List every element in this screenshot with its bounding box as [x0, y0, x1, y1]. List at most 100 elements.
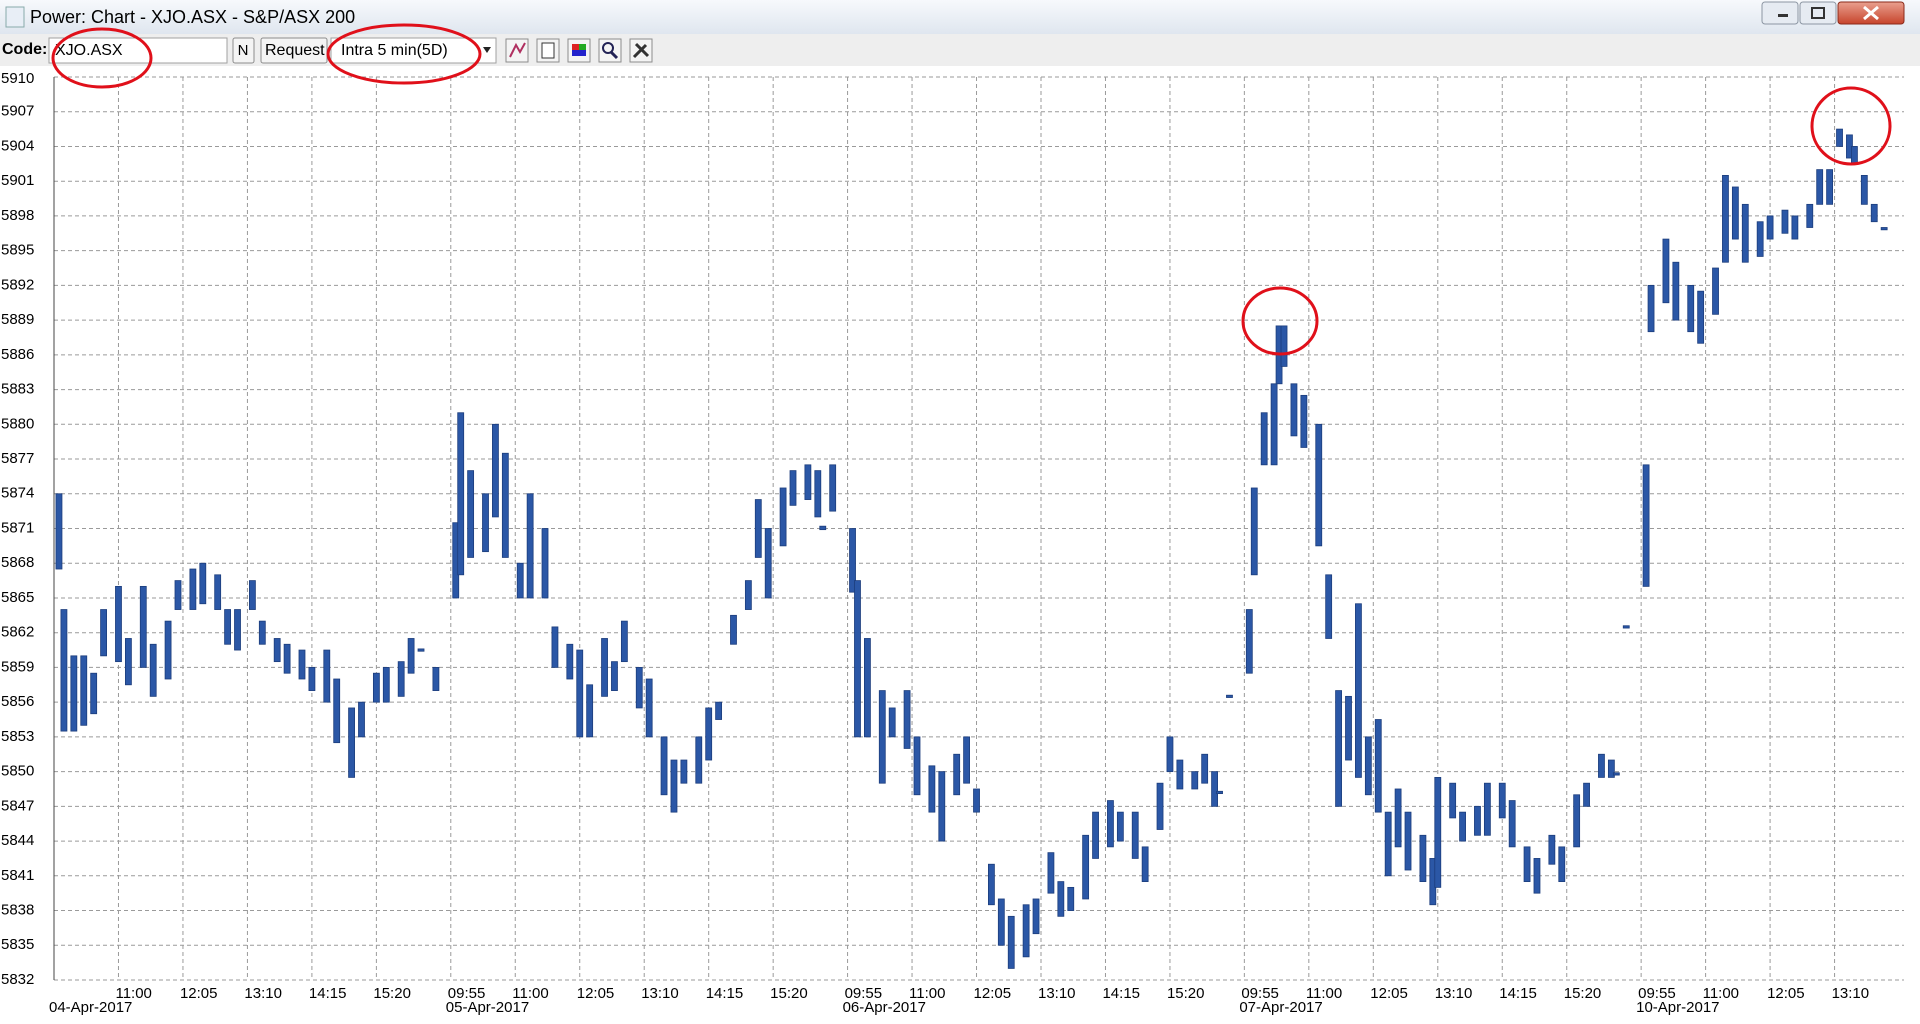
app-icon	[5, 6, 25, 28]
price-bar	[938, 771, 946, 842]
interval-select[interactable]	[330, 37, 497, 64]
x-tick-label: 11:00	[115, 985, 151, 1002]
price-bar	[1622, 625, 1630, 629]
price-bar	[139, 585, 147, 668]
price-bar	[635, 667, 643, 709]
price-bar	[1612, 772, 1620, 776]
price-bar	[1533, 858, 1541, 894]
price-bar	[526, 493, 534, 599]
price-bar	[174, 580, 182, 610]
price-bar	[80, 655, 88, 726]
y-tick-label: 5874	[1, 485, 34, 502]
title-bar	[0, 0, 1920, 34]
code-input[interactable]	[48, 37, 228, 64]
price-bar	[997, 898, 1005, 946]
price-bar	[1325, 574, 1333, 639]
price-bar	[1642, 464, 1650, 587]
price-bar	[987, 863, 995, 906]
price-bar	[1022, 904, 1030, 958]
x-tick-label: 13:10	[244, 985, 282, 1002]
price-bar	[705, 707, 713, 761]
price-bar	[199, 562, 207, 605]
price-bar	[1851, 146, 1858, 165]
price-bar	[482, 493, 489, 553]
x-tick-label: 15:20	[373, 985, 411, 1002]
price-bar	[1607, 759, 1615, 778]
price-bar	[953, 753, 961, 796]
price-bar	[1300, 394, 1308, 448]
icon	[609, 50, 619, 60]
price-bar	[963, 736, 971, 784]
price-bar	[70, 655, 78, 732]
x-tick-label: 12:05	[577, 985, 615, 1002]
price-bar	[1057, 881, 1065, 917]
y-tick-label: 5892	[1, 276, 34, 293]
chart: 5832 5835 5838 5841 5844 5847 5850 5853 5856 5859…	[1, 70, 1904, 1016]
price-bar	[1483, 782, 1491, 836]
x-tick-label: 09:55	[448, 985, 486, 1002]
price-bar	[1032, 898, 1040, 935]
y-tick-label: 5907	[1, 103, 34, 120]
price-bar	[189, 568, 197, 610]
price-bar	[492, 423, 499, 518]
x-tick-label: 15:20	[770, 985, 808, 1002]
y-tick-label: 5901	[1, 172, 34, 189]
highlight-ellipse	[1810, 86, 1892, 166]
price-bar	[149, 643, 157, 697]
price-bar	[744, 580, 752, 610]
x-tick-label: 14:15	[706, 985, 744, 1002]
date-label: 10-Apr-2017	[1636, 999, 1719, 1016]
price-bar	[258, 620, 266, 645]
x-tick-label: 09:55	[845, 985, 883, 1002]
price-bar	[1290, 383, 1298, 437]
price-bar	[645, 678, 653, 738]
price-bar	[1548, 834, 1556, 865]
x-tick-label: 14:15	[1499, 985, 1537, 1002]
price-bar	[754, 499, 762, 558]
price-bar	[903, 690, 911, 749]
date-label: 04-Apr-2017	[49, 999, 132, 1016]
price-bar	[1806, 203, 1814, 228]
x-tick-label: 11:00	[1703, 985, 1739, 1002]
icon-button[interactable]	[505, 38, 529, 63]
price-bar	[1791, 215, 1799, 240]
price-bar	[864, 638, 871, 738]
price-bar	[620, 620, 628, 663]
price-bar	[819, 525, 827, 531]
price-bar	[695, 736, 703, 784]
price-bar	[1007, 915, 1015, 969]
close-icon	[1863, 5, 1879, 21]
price-bar	[298, 649, 306, 680]
maximize-button[interactable]	[1799, 1, 1837, 25]
x-tick-label: 11:00	[1306, 985, 1342, 1002]
price-bar	[1573, 794, 1581, 848]
price-bar	[1226, 694, 1233, 698]
price-bar	[1781, 209, 1789, 234]
x-tick-label: 13:10	[1832, 985, 1870, 1002]
price-bar	[372, 672, 380, 703]
price-bar	[611, 661, 618, 691]
price-bar	[1201, 753, 1209, 784]
n-button[interactable]	[232, 37, 255, 64]
price-bar	[849, 528, 856, 593]
price-bar	[1870, 203, 1878, 223]
icon	[572, 44, 579, 50]
price-bar	[1156, 782, 1164, 830]
y-tick-label: 5862	[1, 624, 34, 641]
price-bar	[90, 672, 98, 715]
price-bar	[1523, 846, 1531, 882]
price-bar	[586, 684, 594, 738]
price-bar	[273, 638, 281, 663]
price-bar	[1092, 811, 1099, 859]
x-tick-label: 13:10	[1435, 985, 1473, 1002]
y-tick-label: 5841	[1, 867, 34, 884]
y-tick-label: 5889	[1, 311, 34, 328]
price-bar	[467, 470, 475, 558]
minimize-button[interactable]	[1761, 1, 1799, 25]
window-title: Power: Chart - XJO.ASX - S&P/ASX 200	[30, 7, 355, 27]
price-bar	[1508, 800, 1516, 848]
price-bar	[1459, 811, 1466, 842]
highlight-ellipse	[51, 27, 153, 89]
price-bar	[670, 759, 678, 813]
x-tick-label: 12:05	[1370, 985, 1408, 1002]
